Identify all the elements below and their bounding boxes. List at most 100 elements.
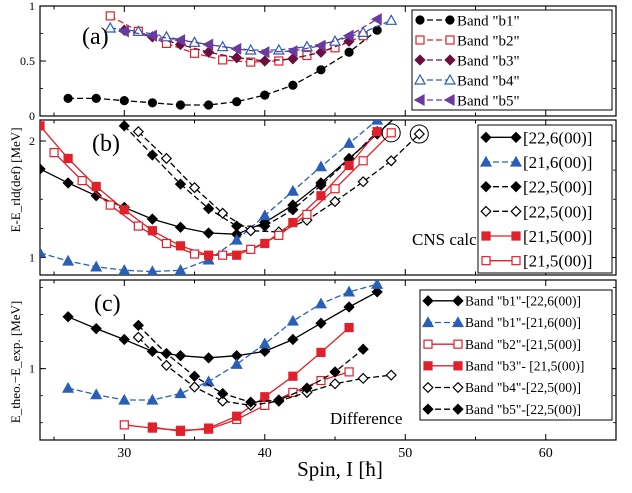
data-point [188,370,201,382]
data-point [385,155,397,167]
legend-marker [452,295,464,307]
legend-marker [479,155,493,167]
data-point [245,396,257,408]
data-point [343,285,356,297]
y-axis-label: E_theo.−E_exp. [MeV] [8,301,23,424]
data-point [119,420,129,430]
x-axis-label: Spin, I [ħ] [297,457,383,481]
data-point [77,176,87,186]
highlight-circle [381,123,401,143]
data-point [316,347,326,358]
panel-annotation: Difference [330,409,402,428]
data-point [104,21,117,33]
data-point [90,323,102,335]
legend-marker [422,403,434,415]
data-point [385,369,397,381]
panel-frame-2 [39,119,617,276]
data-point [160,152,173,165]
legend-panel-1: Band "b1" Band "b2" Band "b3" Band "b4" Band… [411,9,613,111]
legend-entry: Band "b3"- [21,5(00)] [465,359,584,374]
data-point [316,65,326,75]
data-point [232,97,242,107]
y-tick-label: 1 [29,0,35,13]
data-point [314,297,327,309]
data-point [258,337,271,349]
legend-box [477,124,613,274]
panel-label: (a) [82,24,109,50]
legend-marker [445,15,455,25]
data-point [330,184,340,194]
data-point [315,179,327,191]
data-point [119,205,129,215]
legend-entry: [22,5(00)] [523,178,592,197]
legend-marker [445,35,455,45]
legend-entry: [21,5(00)] [523,252,592,271]
data-point [246,57,256,67]
data-point [230,42,242,55]
legend-marker [481,231,491,241]
data-point [160,347,173,360]
panel-series-1 [63,11,398,110]
data-point [40,121,45,131]
data-point [132,319,144,332]
data-point [259,55,271,67]
data-point [62,177,74,189]
data-point [358,156,368,166]
data-point [372,25,382,35]
x-tick-label: 60 [539,446,553,461]
y-tick-label: 2 [29,134,35,148]
data-point [259,345,271,357]
data-point [91,93,101,104]
data-point [316,191,326,201]
data-point [63,153,73,164]
data-point [189,249,200,259]
data-point [232,411,242,421]
legend-entry: [21,5(00)] [523,227,592,246]
legend-entry: Band "b4" [457,73,520,89]
data-point [302,209,312,219]
legend-marker [413,93,425,107]
data-point [245,225,257,237]
data-point [202,352,215,364]
data-point [174,34,186,47]
data-point [287,204,299,216]
legend-marker [443,73,457,85]
data-point [160,30,173,42]
data-point [133,221,143,231]
legend-entry: Band "b4"-[22,5(00)] [465,380,581,395]
data-point [188,381,201,393]
data-point [146,149,159,161]
legend-entry: Band "b3" [457,53,520,69]
data-point [344,47,354,57]
data-point [218,55,228,65]
legend-entry: [22,5(00)] [523,202,592,221]
data-point [62,381,75,393]
legend-marker [481,256,491,266]
legend-marker [422,295,434,307]
legend-entry: Band "b5"-[22,5(00)] [465,402,581,417]
data-point [203,423,214,433]
data-point [344,322,354,333]
legend-marker [422,381,434,394]
data-point [174,387,187,399]
data-point [230,233,243,245]
data-point [118,120,130,132]
data-point [175,426,186,436]
data-point [216,387,229,400]
legend-marker [444,54,456,66]
data-point [147,422,157,432]
data-point [343,301,355,313]
legend-marker [423,339,433,349]
data-point [147,98,157,108]
legend-marker [421,316,435,328]
data-point [385,14,398,25]
data-point [174,264,187,275]
series-line [67,291,378,359]
data-point [371,286,383,298]
data-point [357,26,370,38]
data-point [386,128,396,138]
panel-label: (b) [92,131,120,157]
x-tick-label: 30 [117,446,131,461]
data-point [146,393,159,405]
